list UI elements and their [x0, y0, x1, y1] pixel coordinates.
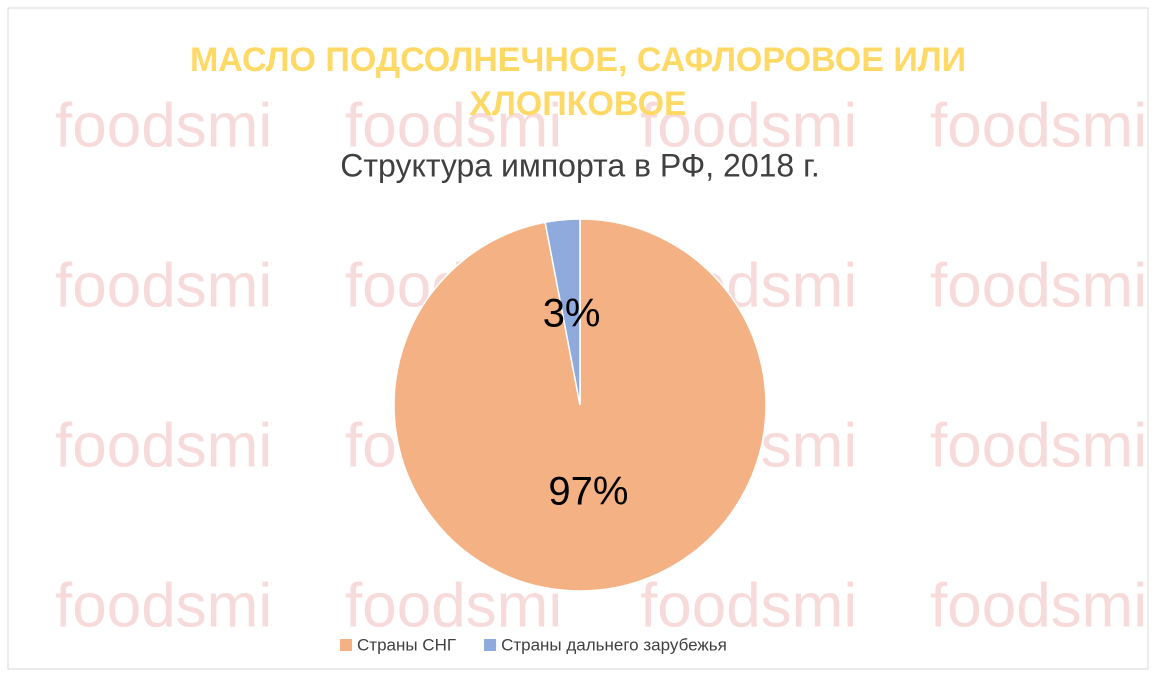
pie-slice: [544, 218, 581, 406]
legend-label: Страны СНГ: [357, 635, 456, 654]
watermark: foodsmi: [930, 251, 1147, 320]
chart-title: МАСЛО ПОДСОЛНЕЧНОЕ, САФЛОРОВОЕ ИЛИ ХЛОПК…: [189, 41, 967, 123]
watermark: foodsmi: [55, 411, 272, 480]
legend-swatch: [340, 639, 352, 651]
watermark: foodsmi: [55, 571, 272, 640]
watermark: foodsmi: [930, 571, 1147, 640]
watermark: foodsmi: [930, 91, 1147, 160]
watermark: foodsmi: [640, 91, 857, 160]
watermark: foodsmi: [930, 411, 1147, 480]
data-label: 97%: [548, 469, 628, 513]
watermark: foodsmi: [55, 91, 272, 160]
chart-subtitle: Структура импорта в РФ, 2018 г.: [340, 147, 820, 183]
watermark: foodsmi: [55, 251, 272, 320]
legend-swatch: [484, 639, 497, 651]
legend-label: Страны дальнего зарубежья: [501, 635, 727, 654]
data-label: 3%: [543, 292, 601, 336]
watermark: foodsmi: [640, 571, 857, 640]
watermark: foodsmi: [345, 91, 562, 160]
